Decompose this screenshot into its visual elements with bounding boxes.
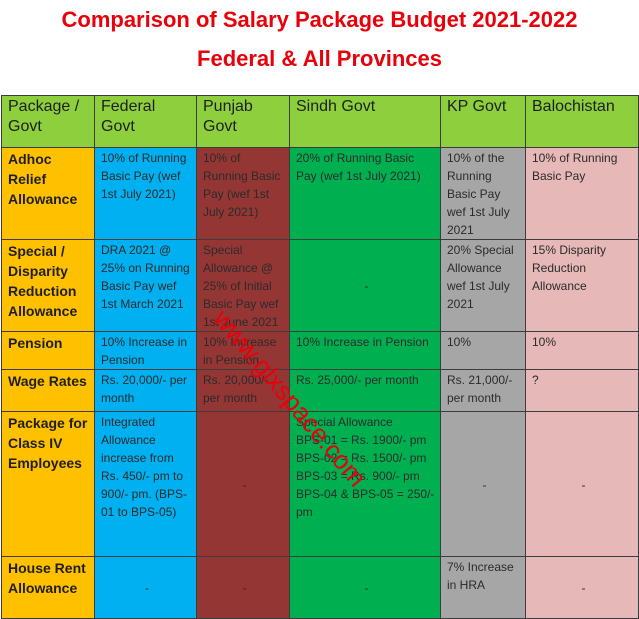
cell-pension-federal: 10% Increase in Pension	[94, 331, 197, 370]
header-balochistan: Balochistan	[525, 95, 639, 148]
cell-pension-balochistan: 10%	[525, 331, 639, 370]
header-punjab: Punjab Govt	[196, 95, 290, 148]
sindh-class4-line: BPS-01 = Rs. 1900/- pm	[296, 433, 427, 447]
table-row: Wage Rates Rs. 20,000/- per month Rs. 20…	[1, 369, 639, 412]
cell-class4-punjab: -	[196, 411, 290, 557]
cell-adhoc-balochistan: 10% of Running Basic Pay	[525, 147, 639, 240]
cell-adhoc-federal: 10% of Running Basic Pay (wef 1st July 2…	[94, 147, 197, 240]
cell-hra-kp: 7% Increase in HRA	[440, 556, 526, 619]
cell-pension-kp: 10%	[440, 331, 526, 370]
cell-wage-kp: Rs. 21,000/- per month	[440, 369, 526, 412]
row-label-hra: House Rent Allowance	[1, 556, 95, 619]
page-title: Comparison of Salary Package Budget 2021…	[61, 7, 578, 32]
cell-wage-sindh: Rs. 25,000/- per month	[289, 369, 441, 412]
cell-wage-federal: Rs. 20,000/- per month	[94, 369, 197, 412]
row-label-pension: Pension	[1, 331, 95, 370]
sindh-class4-line: BPS-02 = Rs. 1500/- pm	[296, 451, 427, 465]
page-subtitle: Federal & All Provinces	[197, 46, 442, 71]
table-row: House Rent Allowance - - - 7% Increase i…	[1, 556, 639, 619]
cell-adhoc-punjab: 10% of Running Basic Pay (wef 1st July 2…	[196, 147, 290, 240]
row-label-class4: Package for Class IV Employees	[1, 411, 95, 557]
table-row: Package for Class IV Employees Integrate…	[1, 411, 639, 557]
header-package: Package / Govt	[1, 95, 95, 148]
sindh-class4-line: BPS-03 = Rs. 900/- pm	[296, 469, 420, 483]
cell-adhoc-sindh: 20% of Running Basic Pay (wef 1st July 2…	[289, 147, 441, 240]
table-row: Special / Disparity Reduction Allowance …	[1, 239, 639, 332]
row-label-wage: Wage Rates	[1, 369, 95, 412]
header-kp: KP Govt	[440, 95, 526, 148]
cell-hra-sindh: -	[289, 556, 441, 619]
header-sindh: Sindh Govt	[289, 95, 441, 148]
cell-class4-federal: Integrated Allowance increase from Rs. 4…	[94, 411, 197, 557]
cell-hra-balochistan: -	[525, 556, 639, 619]
header-row: Package / Govt Federal Govt Punjab Govt …	[1, 95, 639, 148]
cell-class4-balochistan: -	[525, 411, 639, 557]
cell-hra-federal: -	[94, 556, 197, 619]
cell-wage-balochistan: ?	[525, 369, 639, 412]
row-label-special: Special / Disparity Reduction Allowance	[1, 239, 95, 332]
cell-special-federal: DRA 2021 @ 25% on Running Basic Pay wef …	[94, 239, 197, 332]
cell-hra-punjab: -	[196, 556, 290, 619]
cell-special-punjab: Special Allowance @ 25% of Initial Basic…	[196, 239, 290, 332]
cell-pension-sindh: 10% Increase in Pension	[289, 331, 441, 370]
cell-special-kp: 20% Special Allowance wef 1st July 2021	[440, 239, 526, 332]
cell-adhoc-kp: 10% of the Running Basic Pay wef 1st Jul…	[440, 147, 526, 240]
cell-special-sindh: -	[289, 239, 441, 332]
cell-class4-sindh: Special Allowance BPS-01 = Rs. 1900/- pm…	[289, 411, 441, 557]
sindh-class4-line: BPS-04 & BPS-05 = 250/- pm	[296, 487, 435, 519]
row-label-adhoc: Adhoc Relief Allowance	[1, 147, 95, 240]
table-row: Pension 10% Increase in Pension 10% Incr…	[1, 331, 639, 370]
sindh-class4-line: Special Allowance	[296, 415, 393, 429]
comparison-table: Package / Govt Federal Govt Punjab Govt …	[1, 95, 639, 619]
cell-special-balochistan: 15% Disparity Reduction Allowance	[525, 239, 639, 332]
cell-pension-punjab: 10% Increase in Pension	[196, 331, 290, 370]
cell-wage-punjab: Rs. 20,000/- per month	[196, 369, 290, 412]
header-federal: Federal Govt	[94, 95, 197, 148]
cell-class4-kp: -	[440, 411, 526, 557]
table-row: Adhoc Relief Allowance 10% of Running Ba…	[1, 147, 639, 240]
